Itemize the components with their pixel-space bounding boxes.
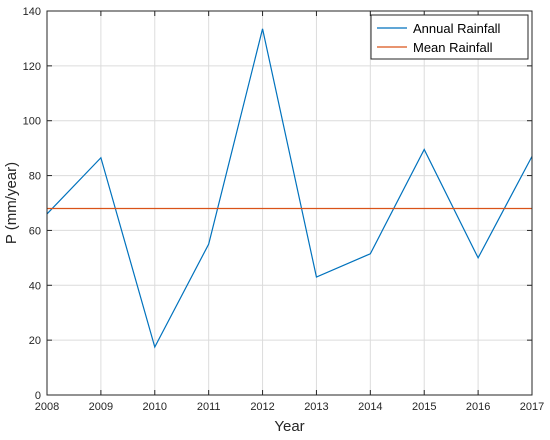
x-tick-label: 2009 <box>89 401 113 413</box>
y-axis-label: P (mm/year) <box>3 162 20 244</box>
ticks: 2008 2009 2010 2011 2012 2013 2014 2015 2016 2017… <box>23 6 545 413</box>
y-tick-label: 0 <box>35 390 41 402</box>
x-tick-label: 2012 <box>250 401 274 413</box>
y-tick-label: 140 <box>23 6 41 18</box>
plot-frame <box>46 10 533 396</box>
x-tick-label: 2011 <box>197 401 221 413</box>
x-tick-label: 2008 <box>35 401 59 413</box>
legend-box <box>370 14 529 60</box>
y-tick-label: 20 <box>29 335 41 347</box>
y-tick-label: 40 <box>29 280 41 292</box>
y-tick-label: 60 <box>29 225 41 237</box>
y-tick-label: 100 <box>23 116 41 128</box>
y-tick-label: 120 <box>23 61 41 73</box>
x-tick-label: 2016 <box>466 401 490 413</box>
x-tick-label: 2013 <box>304 401 328 413</box>
legend-label-1: Mean Rainfall <box>413 40 493 55</box>
series-line-0 <box>46 28 533 349</box>
legend: Annual Rainfall Mean Rainfall <box>370 14 529 60</box>
y-tick-label: 80 <box>29 171 41 183</box>
x-tick-label: 2014 <box>358 401 382 413</box>
x-axis-label: Year <box>274 418 304 435</box>
x-tick-label: 2015 <box>412 401 436 413</box>
x-tick-label: 2017 <box>520 401 544 413</box>
x-tick-label: 2010 <box>143 401 167 413</box>
legend-label-0: Annual Rainfall <box>413 21 501 36</box>
series-layer <box>46 28 533 349</box>
